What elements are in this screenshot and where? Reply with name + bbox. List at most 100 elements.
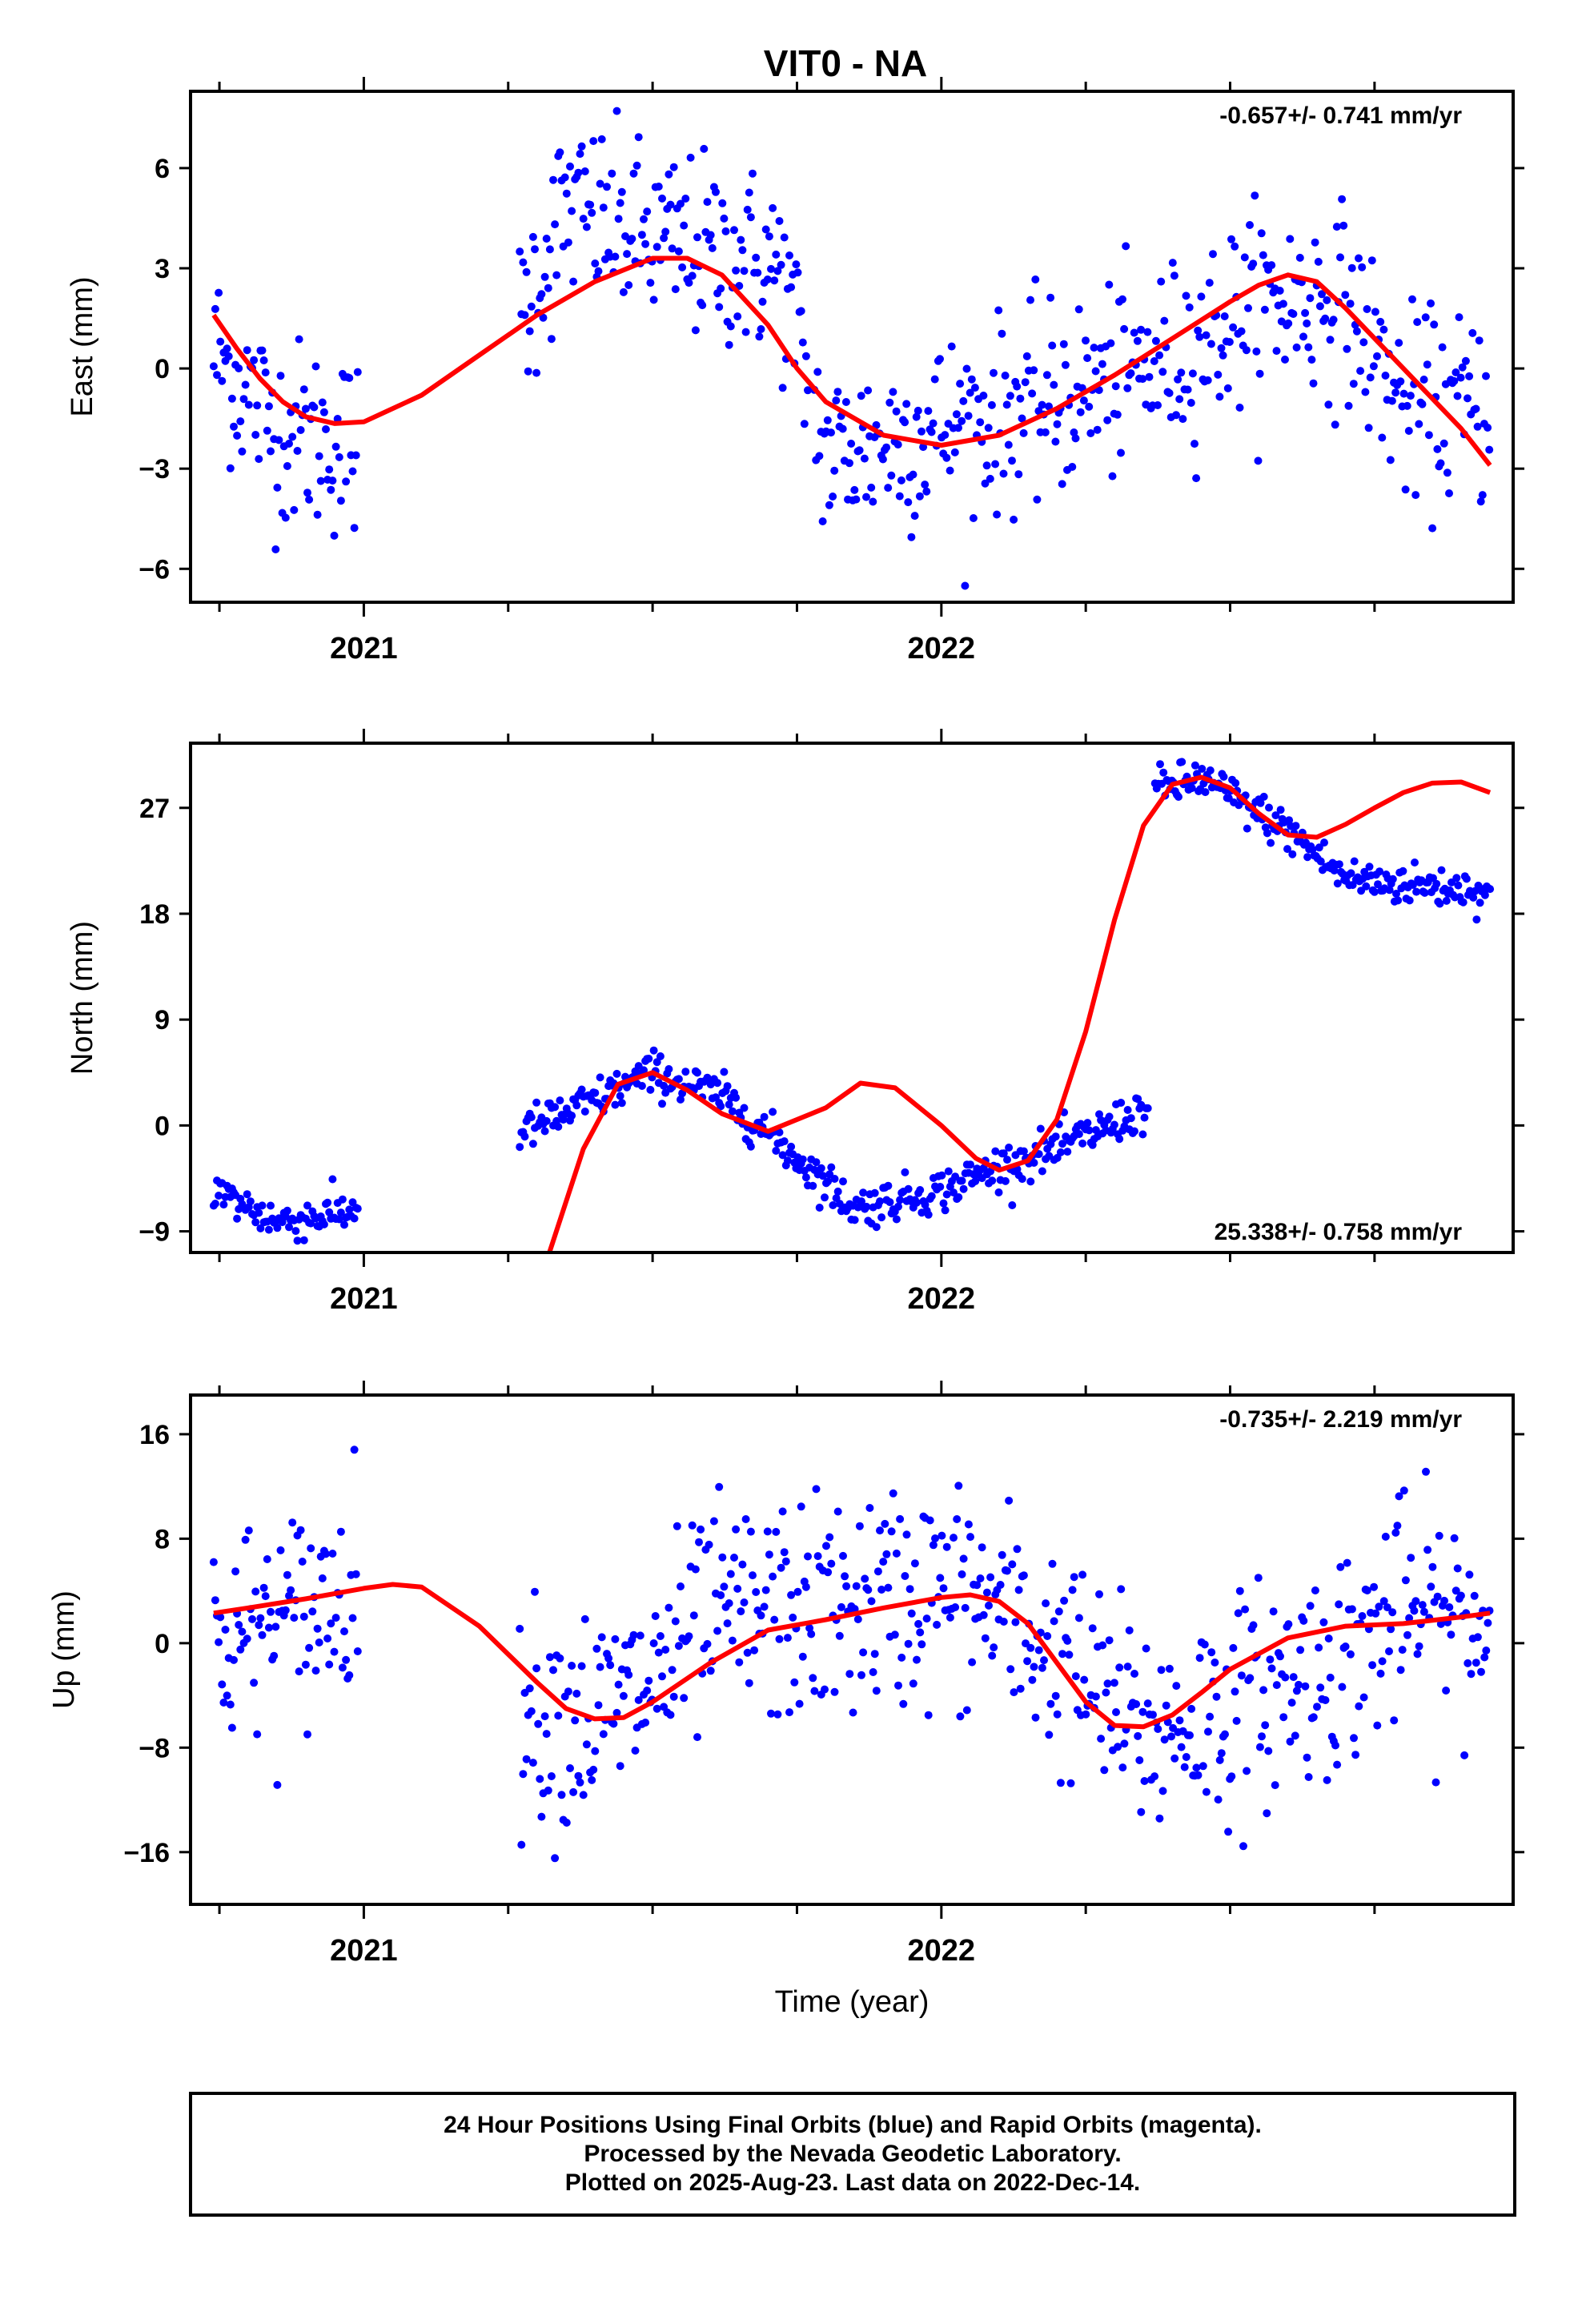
data-point (545, 1653, 554, 1662)
data-point (812, 1158, 821, 1167)
data-point (976, 1574, 985, 1582)
data-point (241, 380, 250, 389)
data-point (1237, 1671, 1246, 1680)
data-point (552, 271, 561, 279)
y-tick-label: −9 (139, 1217, 170, 1248)
y-tick-label: 8 (155, 1524, 170, 1554)
data-point (238, 1627, 247, 1636)
data-point (1242, 346, 1251, 355)
data-point (979, 392, 988, 400)
data-point (1373, 352, 1381, 360)
data-point (342, 477, 351, 486)
data-point (1080, 1675, 1089, 1684)
data-point (1056, 1148, 1065, 1156)
data-point (1091, 1692, 1100, 1701)
data-point (1068, 463, 1077, 471)
x-tick-label: 2022 (908, 1934, 976, 1968)
data-point (1450, 1534, 1459, 1542)
data-point (693, 1733, 701, 1742)
data-point (942, 1542, 951, 1551)
data-point (1140, 1113, 1149, 1122)
data-point (1413, 1650, 1422, 1659)
data-point (936, 355, 944, 364)
y-tick-label: 0 (155, 1629, 170, 1659)
data-point (750, 1646, 759, 1655)
data-point (1234, 1609, 1243, 1618)
data-point (542, 1730, 551, 1739)
data-point (301, 1660, 310, 1669)
data-point (1267, 838, 1275, 847)
panel-1: 6 3 0 −3 −6 2021 2022 East (mm) -0.657+/- 0.741 … (66, 77, 1524, 665)
data-point (1378, 433, 1387, 442)
data-point (812, 1485, 821, 1494)
data-point (1316, 1683, 1325, 1692)
data-point (1097, 1735, 1106, 1743)
data-point (637, 231, 646, 239)
data-point (1288, 850, 1297, 858)
data-point (556, 1096, 564, 1105)
data-point (879, 1558, 888, 1566)
data-point (1053, 420, 1062, 428)
data-point (1182, 292, 1191, 300)
data-point (1335, 1600, 1343, 1609)
data-point (897, 1653, 906, 1662)
data-point (264, 1623, 273, 1632)
data-point (1258, 1732, 1266, 1741)
data-point (1427, 299, 1435, 308)
data-point (1126, 369, 1135, 378)
data-point (221, 1626, 230, 1634)
data-point (1170, 1754, 1179, 1763)
data-point (959, 1184, 968, 1193)
data-point (740, 1598, 749, 1606)
data-point (1214, 1795, 1223, 1804)
y-tick-label: 6 (155, 154, 170, 184)
data-point (545, 245, 554, 254)
data-point (674, 247, 683, 255)
data-point (614, 215, 623, 223)
data-point (551, 1103, 560, 1112)
data-point (1347, 869, 1355, 878)
data-point (591, 1088, 600, 1097)
data-point (817, 1164, 825, 1172)
data-point (685, 1632, 693, 1641)
data-point (697, 1525, 705, 1534)
data-point (619, 1691, 628, 1700)
data-point (813, 368, 822, 376)
data-point (1151, 336, 1160, 345)
data-point (554, 1123, 563, 1131)
footer-line-3: Plotted on 2025-Aug-23. Last data on 202… (564, 2169, 1141, 2196)
data-point (544, 283, 552, 292)
data-point (568, 1112, 576, 1120)
data-point (551, 220, 560, 229)
data-point (1408, 881, 1417, 889)
data-point (290, 505, 299, 514)
data-point (1281, 1673, 1290, 1682)
data-point (1484, 424, 1492, 432)
x-tick-label: 2021 (330, 1282, 398, 1316)
data-point (580, 1614, 589, 1623)
data-point (1292, 343, 1301, 352)
data-point (594, 1701, 603, 1710)
data-point (569, 277, 578, 286)
data-point (296, 426, 305, 434)
data-point (1202, 1787, 1211, 1796)
data-point (1010, 1688, 1018, 1697)
data-point (233, 1214, 242, 1223)
data-point (1042, 1599, 1050, 1608)
data-point (303, 1201, 311, 1210)
data-point (1462, 875, 1471, 883)
data-point (1396, 1666, 1405, 1675)
data-point (1197, 292, 1206, 301)
data-point (342, 1655, 351, 1664)
data-point (669, 1692, 678, 1701)
data-point (596, 1663, 604, 1671)
data-point (299, 1236, 308, 1244)
data-point (787, 283, 796, 292)
data-point (1403, 1630, 1411, 1639)
data-point (1232, 1716, 1241, 1725)
data-point (636, 1631, 644, 1640)
data-point (896, 1196, 905, 1204)
data-point (631, 1747, 640, 1755)
data-point (1030, 1159, 1038, 1167)
data-point (537, 1812, 546, 1821)
